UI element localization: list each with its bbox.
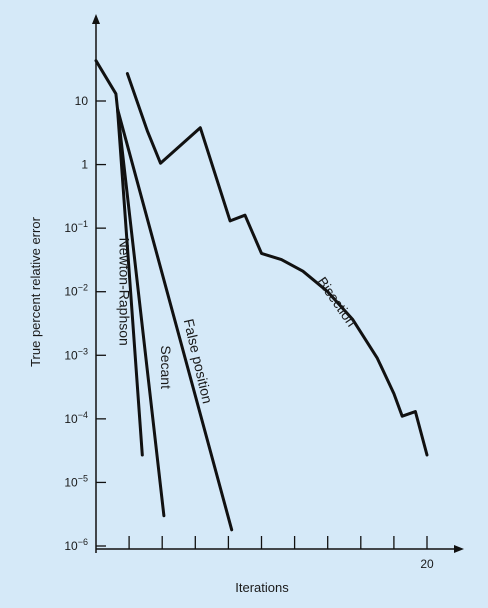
series-line-newton-raphson — [94, 59, 144, 457]
y-axis-arrow — [92, 14, 100, 24]
x-axis-title: Iterations — [235, 580, 289, 595]
series-line-false-position — [116, 107, 234, 532]
y-tick-label: 10−1 — [64, 219, 88, 235]
y-tick-label: 1 — [81, 158, 88, 172]
y-ticks: 10 1 10−1 10−2 10−3 10−4 10−5 10−6 — [64, 94, 106, 553]
x-tick-label: 20 — [420, 557, 434, 571]
y-tick-label: 10−5 — [64, 473, 88, 489]
series-label-newton-raphson: Newton-Raphson — [117, 238, 133, 346]
x-axis-arrow — [454, 545, 464, 553]
axes — [92, 14, 464, 553]
y-tick-label: 10−6 — [64, 537, 88, 553]
y-tick-label: 10−3 — [64, 346, 88, 362]
y-tick-label: 10−2 — [64, 283, 88, 299]
series-line-secant — [116, 107, 166, 518]
y-tick-label: 10 — [75, 94, 89, 108]
series-label-secant: Secant — [158, 345, 174, 389]
y-axis-title: True percent relative error — [28, 216, 43, 366]
series-line-bisection — [125, 72, 429, 457]
y-tick-label: 10−4 — [64, 410, 88, 426]
series-label-bisection: Bisection — [314, 274, 360, 330]
x-ticks: 20 — [128, 536, 434, 571]
